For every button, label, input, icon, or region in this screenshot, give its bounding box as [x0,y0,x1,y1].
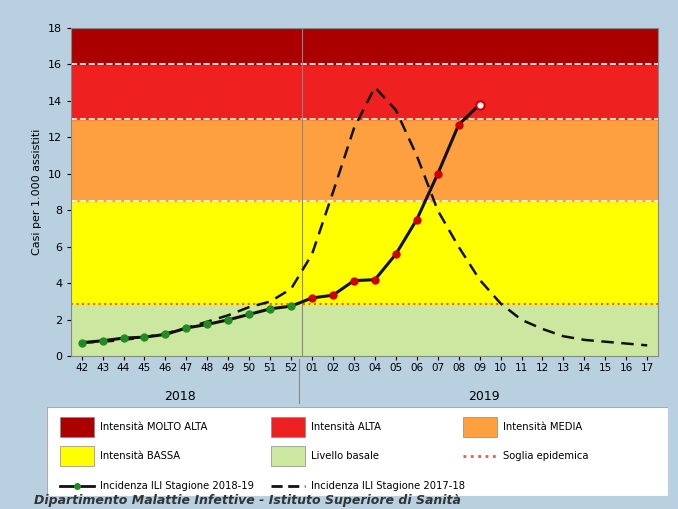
Bar [71,304,658,356]
Text: Dipartimento Malattie Infettive - Istituto Superiore di Sanità: Dipartimento Malattie Infettive - Istitu… [34,494,461,507]
Text: Intensità MOLTO ALTA: Intensità MOLTO ALTA [100,422,207,432]
Text: Intensità BASSA: Intensità BASSA [100,451,180,461]
Bar [463,417,497,437]
Bar [271,446,305,466]
Bar [60,446,94,466]
Text: 2019: 2019 [468,389,500,403]
Y-axis label: Casi per 1.000 assistiti: Casi per 1.000 assistiti [33,129,43,256]
Bar [71,119,658,201]
Text: Livello basale: Livello basale [311,451,379,461]
Text: Incidenza ILI Stagione 2018-19: Incidenza ILI Stagione 2018-19 [100,480,254,491]
Bar [71,201,658,304]
Text: 2018: 2018 [164,389,196,403]
Text: Intensità MEDIA: Intensità MEDIA [504,422,582,432]
Text: Intensità ALTA: Intensità ALTA [311,422,381,432]
Bar [271,417,305,437]
Bar [71,65,658,119]
Bar [71,28,658,65]
Text: Incidenza ILI Stagione 2017-18: Incidenza ILI Stagione 2017-18 [311,480,465,491]
Text: Soglia epidemica: Soglia epidemica [504,451,589,461]
Bar [60,417,94,437]
